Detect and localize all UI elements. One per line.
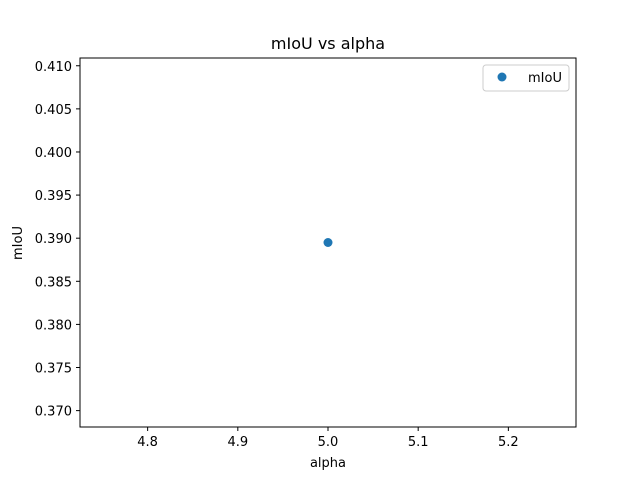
- y-tick-label: 0.375: [35, 362, 72, 377]
- legend-marker: [497, 72, 507, 82]
- legend-label: mIoU: [528, 71, 562, 86]
- y-axis-ticks: 0.370 0.375 0.380 0.385 0.390 0.395 0.400 0.405…: [35, 60, 80, 420]
- scatter-points: [323, 238, 333, 247]
- x-tick-label: 5.0: [318, 435, 339, 450]
- plot-area-frame: [79, 57, 577, 428]
- y-tick-label: 0.385: [35, 275, 72, 290]
- data-point: [323, 238, 333, 247]
- x-axis-label: alpha: [310, 456, 346, 471]
- x-tick-label: 5.2: [498, 435, 519, 450]
- y-tick-label: 0.400: [35, 146, 72, 161]
- y-tick-label: 0.405: [35, 103, 72, 118]
- y-tick-label: 0.370: [35, 405, 72, 420]
- legend: mIoU: [482, 64, 570, 92]
- y-axis-label: mIoU: [11, 226, 26, 260]
- legend-box: [482, 64, 570, 92]
- x-tick-label: 5.1: [408, 435, 429, 450]
- x-axis-ticks: 4.8 4.9 5.0 5.1 5.2: [137, 427, 519, 450]
- x-tick-label: 4.8: [137, 435, 158, 450]
- chart-title: mIoU vs alpha: [271, 34, 385, 53]
- x-tick-label: 4.9: [227, 435, 248, 450]
- y-tick-label: 0.410: [35, 60, 72, 75]
- y-tick-label: 0.390: [35, 232, 72, 247]
- y-tick-label: 0.395: [35, 189, 72, 204]
- y-tick-label: 0.380: [35, 318, 72, 333]
